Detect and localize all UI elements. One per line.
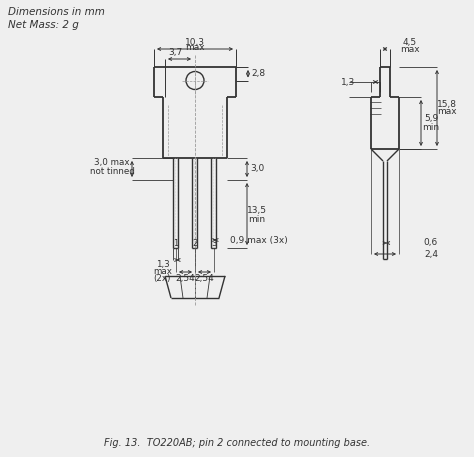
- Text: min: min: [422, 122, 439, 132]
- Text: 0,6: 0,6: [424, 239, 438, 248]
- Text: 1: 1: [173, 239, 179, 249]
- Text: 1,3: 1,3: [155, 260, 169, 269]
- Text: max: max: [153, 266, 172, 276]
- Text: 3: 3: [211, 239, 217, 249]
- Text: 2: 2: [192, 239, 198, 249]
- Text: min: min: [248, 214, 265, 223]
- Text: 2,54: 2,54: [195, 273, 214, 282]
- Text: 3,0: 3,0: [250, 165, 264, 174]
- Text: max: max: [185, 43, 205, 53]
- Text: 15,8: 15,8: [437, 100, 457, 108]
- Text: 1,3: 1,3: [341, 78, 355, 86]
- Text: (2x): (2x): [154, 273, 171, 282]
- Text: 2,4: 2,4: [424, 250, 438, 259]
- Text: Net Mass: 2 g: Net Mass: 2 g: [8, 20, 79, 30]
- Text: 10,3: 10,3: [185, 37, 205, 47]
- Text: 3,0 max: 3,0 max: [94, 159, 130, 168]
- Text: 4,5: 4,5: [403, 38, 417, 48]
- Text: max: max: [400, 44, 420, 53]
- Text: 5,9: 5,9: [424, 115, 438, 123]
- Text: 2,8: 2,8: [251, 69, 265, 78]
- Text: Dimensions in mm: Dimensions in mm: [8, 7, 105, 17]
- Text: Fig. 13.  TO220AB; pin 2 connected to mounting base.: Fig. 13. TO220AB; pin 2 connected to mou…: [104, 438, 370, 448]
- Text: not tinned: not tinned: [90, 166, 135, 175]
- Text: 0,9 max (3x): 0,9 max (3x): [229, 235, 287, 244]
- Text: 13,5: 13,5: [247, 207, 267, 216]
- Text: max: max: [437, 107, 457, 117]
- Text: 3,7: 3,7: [168, 48, 182, 58]
- Text: 2,54: 2,54: [176, 273, 195, 282]
